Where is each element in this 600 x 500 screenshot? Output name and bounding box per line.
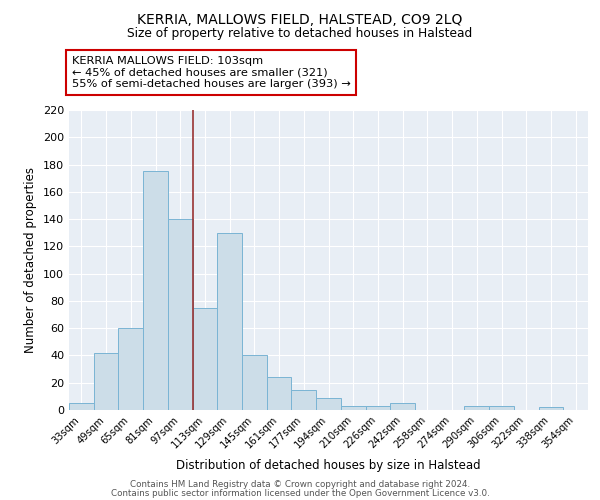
Bar xyxy=(292,390,316,410)
Text: Size of property relative to detached houses in Halstead: Size of property relative to detached ho… xyxy=(127,28,473,40)
Bar xyxy=(242,356,267,410)
Bar xyxy=(193,308,217,410)
Bar xyxy=(168,219,193,410)
Text: KERRIA MALLOWS FIELD: 103sqm
← 45% of detached houses are smaller (321)
55% of s: KERRIA MALLOWS FIELD: 103sqm ← 45% of de… xyxy=(71,56,350,89)
Bar xyxy=(69,403,94,410)
Bar xyxy=(464,406,489,410)
Bar xyxy=(365,406,390,410)
Bar xyxy=(539,408,563,410)
Bar xyxy=(316,398,341,410)
Bar xyxy=(94,352,118,410)
Text: KERRIA, MALLOWS FIELD, HALSTEAD, CO9 2LQ: KERRIA, MALLOWS FIELD, HALSTEAD, CO9 2LQ xyxy=(137,12,463,26)
Bar xyxy=(143,172,168,410)
Bar xyxy=(489,406,514,410)
Bar xyxy=(267,378,292,410)
Y-axis label: Number of detached properties: Number of detached properties xyxy=(25,167,37,353)
Bar xyxy=(217,232,242,410)
Text: Contains public sector information licensed under the Open Government Licence v3: Contains public sector information licen… xyxy=(110,489,490,498)
Bar xyxy=(341,406,365,410)
Bar xyxy=(118,328,143,410)
Text: Contains HM Land Registry data © Crown copyright and database right 2024.: Contains HM Land Registry data © Crown c… xyxy=(130,480,470,489)
Bar xyxy=(390,403,415,410)
X-axis label: Distribution of detached houses by size in Halstead: Distribution of detached houses by size … xyxy=(176,459,481,472)
